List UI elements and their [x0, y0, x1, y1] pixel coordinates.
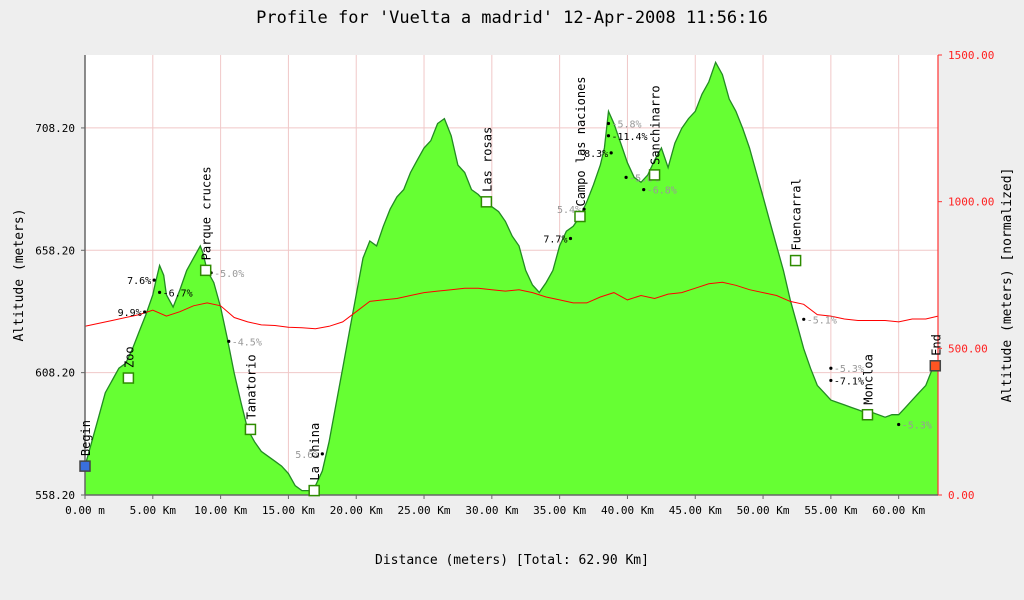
grade-point [152, 278, 156, 282]
grade-label: -5.1% [807, 315, 837, 326]
y2-tick-label: 1500.00 [948, 49, 994, 62]
x-tick-label: 35.00 Km [533, 504, 586, 517]
grade-point [609, 151, 613, 155]
grade-point [606, 134, 611, 138]
grade-label: 7.7% [543, 235, 567, 246]
waypoint-label: Campo las naciones [574, 76, 588, 206]
x-axis-title: Distance (meters) [Total: 62.90 Km] [375, 553, 649, 568]
grade-point [829, 366, 833, 370]
grade-label: -5.0% [214, 269, 244, 280]
y-tick-label: 708.20 [35, 122, 75, 135]
waypoint-marker [122, 372, 135, 384]
y2-axis-title: Altitude (meters) [normalized] [1000, 168, 1015, 403]
waypoint-marker [199, 264, 212, 277]
grade-point [227, 339, 231, 343]
grade-label: 7.6% [127, 276, 151, 287]
x-tick-label: 10.00 Km [194, 504, 247, 517]
waypoint-marker [861, 408, 874, 421]
x-tick-label: 45.00 Km [669, 504, 722, 517]
y-tick-label: 658.20 [35, 244, 75, 257]
grade-label: -8.3% [578, 149, 608, 160]
grade-point [606, 121, 611, 126]
waypoint-marker [574, 210, 586, 223]
grade-point [568, 236, 573, 241]
x-tick-label: 60.00 Km [872, 504, 925, 517]
waypoint-label: Moncloa [861, 354, 875, 405]
y2-tick-label: 500.00 [948, 342, 988, 355]
waypoint-label: End [929, 334, 943, 356]
grade-label: -7.1% [834, 376, 864, 387]
x-tick-label: 0.00 m [65, 504, 105, 517]
waypoint-marker [308, 484, 320, 497]
x-tick-label: 50.00 Km [737, 504, 790, 517]
grade-label: -5.3% [902, 421, 932, 432]
y2-tick-label: 0.00 [948, 489, 975, 502]
waypoint-marker [929, 360, 942, 372]
waypoint-label: Sanchinarro [649, 85, 663, 164]
altitude-area [85, 62, 938, 496]
y-axis-title: Altitude (meters) [12, 208, 27, 341]
waypoint-marker [789, 254, 802, 267]
x-tick-label: 40.00 Km [601, 504, 654, 517]
y-tick-label: 558.20 [35, 489, 75, 502]
x-tick-label: 25.00 Km [398, 504, 451, 517]
waypoint-label: La china [308, 423, 322, 481]
waypoint-marker [244, 423, 257, 436]
y2-tick-label: 1000.00 [948, 196, 994, 209]
grade-label: -5.8% [611, 120, 641, 131]
grade-label: -6.8% [647, 186, 677, 197]
grade-label: -11.4% [611, 132, 647, 143]
altitude-line [84, 60, 939, 492]
waypoint-marker [648, 169, 661, 181]
grade-point [897, 422, 901, 427]
grade-label: 5.6% [295, 450, 319, 461]
grade-point [802, 317, 806, 321]
x-tick-label: 5.00 Km [130, 504, 177, 517]
waypoint-label: Tanatorio [244, 354, 258, 419]
grade-point [582, 207, 586, 211]
grade-point [143, 310, 147, 314]
x-tick-label: 30.00 Km [465, 504, 518, 517]
grade-point [829, 378, 833, 383]
waypoint-label: Parque cruces [200, 166, 214, 260]
grade-point [642, 187, 646, 192]
grade-label: -6.7% [163, 288, 193, 299]
x-tick-label: 55.00 Km [804, 504, 857, 517]
grade-label: 5.4% [557, 205, 581, 216]
waypoint-marker [79, 460, 91, 472]
grade-label: -5.3% [834, 364, 864, 375]
grade-label: -4.5% [232, 337, 262, 348]
grade-point [157, 290, 162, 294]
y-tick-label: 608.20 [35, 367, 75, 380]
grade-point [320, 452, 324, 456]
waypoint-label: Fuencarral [790, 178, 804, 250]
grade-label: 9.9% [118, 308, 142, 319]
normalized-altitude-line [84, 281, 939, 330]
waypoint-label: Begin [79, 420, 93, 456]
grade-point [624, 175, 628, 179]
x-tick-label: 15.00 Km [262, 504, 315, 517]
chart-title: Profile for 'Vuelta a madrid' 12-Apr-200… [256, 8, 768, 28]
waypoint-label: Las rosas [480, 127, 494, 192]
x-tick-label: 20.00 Km [330, 504, 383, 517]
grade-label: -5.8% [629, 173, 659, 184]
waypoint-marker [480, 196, 493, 208]
waypoint-label: Zoo [122, 346, 136, 368]
